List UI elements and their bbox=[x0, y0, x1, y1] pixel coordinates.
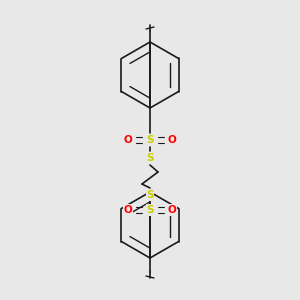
Text: O: O bbox=[124, 205, 132, 215]
Text: S: S bbox=[146, 153, 154, 163]
Text: S: S bbox=[146, 205, 154, 215]
Text: S: S bbox=[146, 135, 154, 145]
Text: O: O bbox=[168, 135, 176, 145]
Text: O: O bbox=[168, 205, 176, 215]
Text: O: O bbox=[124, 135, 132, 145]
Text: S: S bbox=[146, 190, 154, 200]
